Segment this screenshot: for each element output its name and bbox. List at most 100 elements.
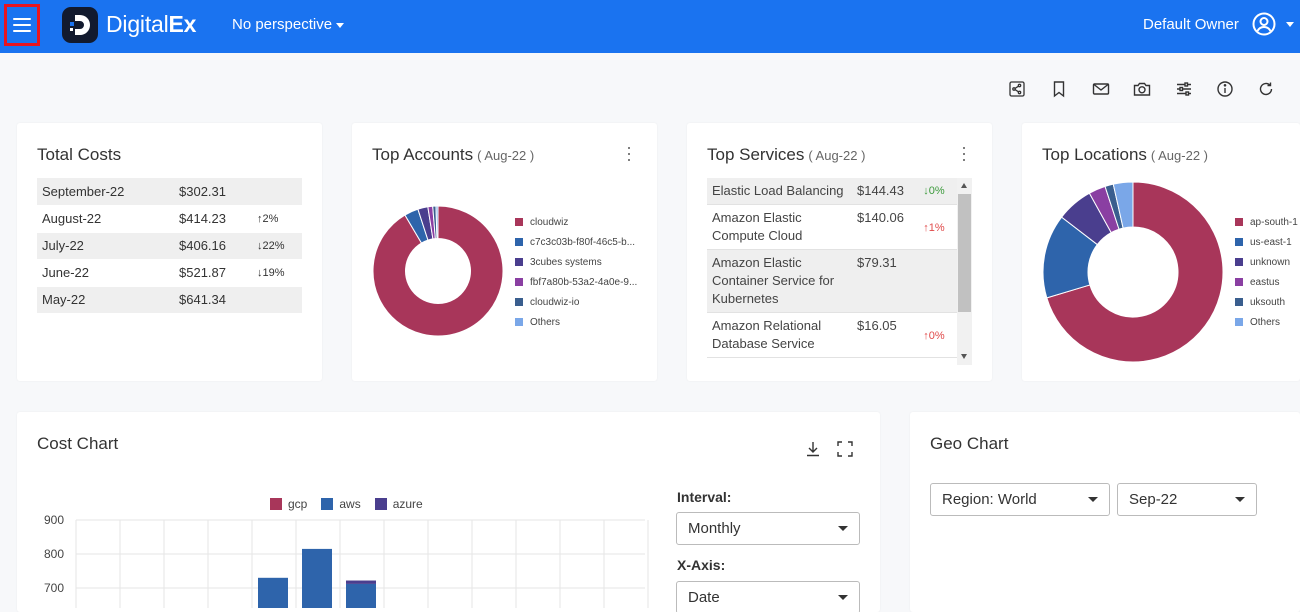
top-navbar: DigitalEx No perspective Default Owner	[0, 0, 1300, 53]
pie-slice-cloudwiz[interactable]	[372, 205, 504, 337]
chevron-down-icon	[838, 526, 848, 531]
logo-icon[interactable]	[62, 7, 98, 43]
top-locations-donut-chart	[1042, 181, 1224, 363]
more-options-icon[interactable]	[626, 147, 632, 161]
month-select[interactable]: Sep-22	[1117, 483, 1257, 516]
total-costs-table: September-22 $302.31 August-22 $414.23 ↑…	[37, 178, 302, 314]
user-avatar-icon[interactable]	[1252, 12, 1276, 36]
cost-cell: $406.16	[174, 232, 252, 260]
table-row: August-22 $414.23 ↑2%	[37, 205, 302, 233]
y-tick-label: 800	[44, 547, 64, 561]
service-change: ↑1%	[923, 222, 945, 234]
service-change: ↓0%	[923, 185, 945, 197]
legend-item[interactable]: uksouth	[1235, 292, 1300, 312]
xaxis-select[interactable]: Date	[676, 581, 860, 612]
bar-azure[interactable]	[346, 580, 376, 584]
bar-aws[interactable]	[258, 577, 288, 608]
cost-cell: $302.31	[174, 178, 252, 206]
scrollbar[interactable]	[957, 178, 972, 365]
cost-chart-title: Cost Chart	[37, 434, 119, 453]
camera-icon[interactable]	[1133, 80, 1151, 98]
brand-name[interactable]: DigitalEx	[106, 11, 197, 37]
cost-chart-card: Cost Chart Interval: Monthly X-Axis: Dat…	[17, 412, 880, 612]
refresh-icon[interactable]	[1257, 80, 1275, 98]
bar-aws[interactable]	[302, 548, 332, 608]
xaxis-label: X-Axis:	[677, 557, 726, 573]
legend-swatch	[374, 498, 387, 510]
service-name: Amazon Elastic Container Service for Kub…	[712, 255, 835, 306]
month-cell: June-22	[37, 259, 174, 287]
scrollbar-thumb[interactable]	[958, 194, 971, 312]
list-item: Amazon Elastic Compute Cloud $140.06 ↑1%	[707, 205, 972, 250]
change-cell	[252, 286, 302, 314]
geo-chart-title: Geo Chart	[930, 434, 1009, 453]
legend-item[interactable]: Others	[515, 312, 645, 332]
more-options-icon[interactable]	[961, 147, 967, 161]
legend-item[interactable]: us-east-1	[1235, 232, 1300, 252]
legend-item[interactable]: unknown	[1235, 252, 1300, 272]
filter-sliders-icon[interactable]	[1175, 80, 1193, 98]
service-cost: $16.05	[857, 318, 897, 333]
legend-item[interactable]: cloudwiz-io	[515, 292, 645, 312]
month-cell: May-22	[37, 286, 174, 314]
change-cell: ↑2%	[252, 205, 302, 233]
bar-aws[interactable]	[346, 583, 376, 608]
chevron-down-icon	[1235, 497, 1245, 502]
top-locations-title: Top Locations( Aug-22 )	[1042, 145, 1208, 164]
service-cost: $140.06	[857, 210, 904, 225]
service-cost: $79.31	[857, 255, 897, 270]
y-tick-label: 700	[44, 581, 64, 595]
service-cost: $144.43	[857, 183, 904, 198]
owner-name[interactable]: Default Owner	[1143, 16, 1239, 33]
legend-item[interactable]: fbf7a80b-53a2-4a0e-9...	[515, 272, 645, 292]
legend-item[interactable]: Others	[1235, 312, 1300, 332]
cost-chart-legend: gcp aws azure	[270, 497, 423, 511]
top-accounts-card: Top Accounts( Aug-22 ) cloudwiz c7c3c03b…	[352, 123, 657, 381]
mail-icon[interactable]	[1092, 80, 1110, 98]
list-item: Amazon Elastic Container Service for Kub…	[707, 250, 972, 313]
legend-item[interactable]: ap-south-1	[1235, 212, 1300, 232]
hamburger-menu-icon[interactable]	[4, 4, 40, 46]
top-accounts-title: Top Accounts( Aug-22 )	[372, 145, 535, 164]
service-change	[909, 254, 959, 308]
legend-label[interactable]: azure	[392, 497, 423, 511]
download-icon[interactable]	[805, 440, 821, 458]
month-cell: July-22	[37, 232, 174, 260]
service-name: Amazon Elastic Compute Cloud	[712, 210, 803, 243]
cost-cell: $414.23	[174, 205, 252, 233]
legend-label[interactable]: gcp	[288, 497, 308, 511]
interval-select[interactable]: Monthly	[676, 512, 860, 545]
perspective-dropdown[interactable]: No perspective	[232, 16, 345, 33]
pie-slice-others[interactable]	[435, 205, 439, 240]
service-name: Amazon Relational Database Service	[712, 318, 822, 351]
service-change: ↑0%	[923, 330, 945, 342]
top-services-card: Top Services( Aug-22 ) Elastic Load Bala…	[687, 123, 992, 381]
table-row: June-22 $521.87 ↓19%	[37, 259, 302, 287]
top-services-list: Elastic Load Balancing $144.43 ↓0% Amazo…	[707, 178, 972, 365]
legend-item[interactable]: c7c3c03b-f80f-46c5-b...	[515, 232, 645, 252]
interval-label: Interval:	[677, 489, 732, 505]
bookmark-icon[interactable]	[1050, 80, 1068, 98]
change-cell	[252, 178, 302, 206]
legend-label[interactable]: aws	[339, 497, 361, 511]
legend-item[interactable]: eastus	[1235, 272, 1300, 292]
scroll-up-icon[interactable]	[961, 183, 967, 188]
info-icon[interactable]	[1216, 80, 1234, 98]
region-select[interactable]: Region: World	[930, 483, 1110, 516]
cost-cell: $641.34	[174, 286, 252, 314]
table-row: July-22 $406.16 ↓22%	[37, 232, 302, 260]
top-accounts-donut-chart	[372, 205, 504, 337]
legend-swatch	[321, 498, 334, 510]
fullscreen-icon[interactable]	[836, 440, 854, 458]
legend-item[interactable]: 3cubes systems	[515, 252, 645, 272]
share-icon[interactable]	[1008, 80, 1026, 98]
geo-chart-card: Geo Chart Region: World Sep-22	[910, 412, 1300, 612]
table-row: September-22 $302.31	[37, 178, 302, 206]
change-cell: ↓19%	[252, 259, 302, 287]
scroll-down-icon[interactable]	[961, 354, 967, 359]
legend-item[interactable]: cloudwiz	[515, 212, 645, 232]
pie-slice-others[interactable]	[1112, 181, 1134, 229]
pie-slice-ap-south-1[interactable]	[1046, 181, 1224, 363]
month-cell: August-22	[37, 205, 174, 233]
owner-chevron-down-icon[interactable]	[1286, 22, 1294, 27]
